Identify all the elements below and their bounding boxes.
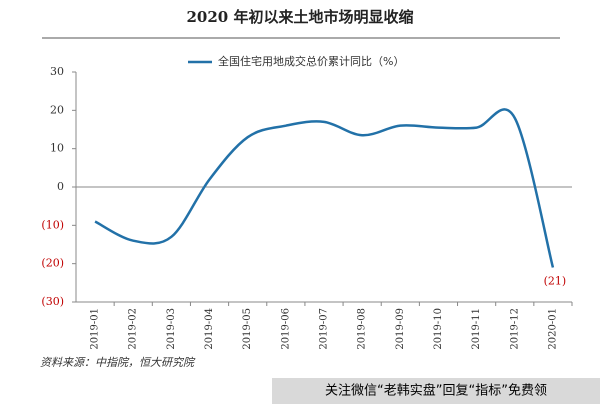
- x-tick-label: 2019-01: [90, 308, 101, 350]
- data-label: (21): [544, 275, 567, 288]
- x-tick-label: 2019-04: [204, 308, 215, 350]
- y-tick-label: (30): [41, 295, 64, 308]
- x-tick-label: 2019-09: [395, 308, 406, 350]
- x-tick-label: 2019-10: [433, 308, 444, 350]
- watermark-bg: [272, 378, 600, 404]
- y-tick-label: 0: [57, 180, 64, 193]
- chart-title: 2020 年初以来土地市场明显收缩: [187, 8, 414, 26]
- x-tick-label: 2019-07: [319, 308, 330, 350]
- x-tick-label: 2019-02: [128, 308, 139, 350]
- watermark: 关注微信“老韩实盘”回复“指标”免费领: [325, 383, 547, 399]
- y-tick-label: 30: [50, 65, 64, 78]
- y-tick-label: (10): [41, 218, 64, 231]
- x-tick-label: 2020-01: [547, 308, 558, 350]
- y-tick-label: (20): [41, 257, 64, 270]
- x-tick-label: 2019-12: [509, 308, 520, 350]
- legend-label: 全国住宅用地成交总价累计同比（%）: [218, 54, 404, 68]
- x-tick-label: 2019-05: [242, 308, 253, 350]
- x-tick-label: 2019-08: [357, 308, 368, 350]
- x-tick-label: 2019-11: [471, 308, 482, 350]
- y-tick-label: 10: [50, 142, 64, 155]
- x-tick-label: 2019-06: [280, 308, 291, 350]
- x-tick-label: 2019-03: [166, 308, 177, 350]
- line: [94, 108, 555, 268]
- y-tick-label: 20: [50, 103, 64, 116]
- source-note: 资料来源：中指院，恒大研究院: [40, 356, 196, 369]
